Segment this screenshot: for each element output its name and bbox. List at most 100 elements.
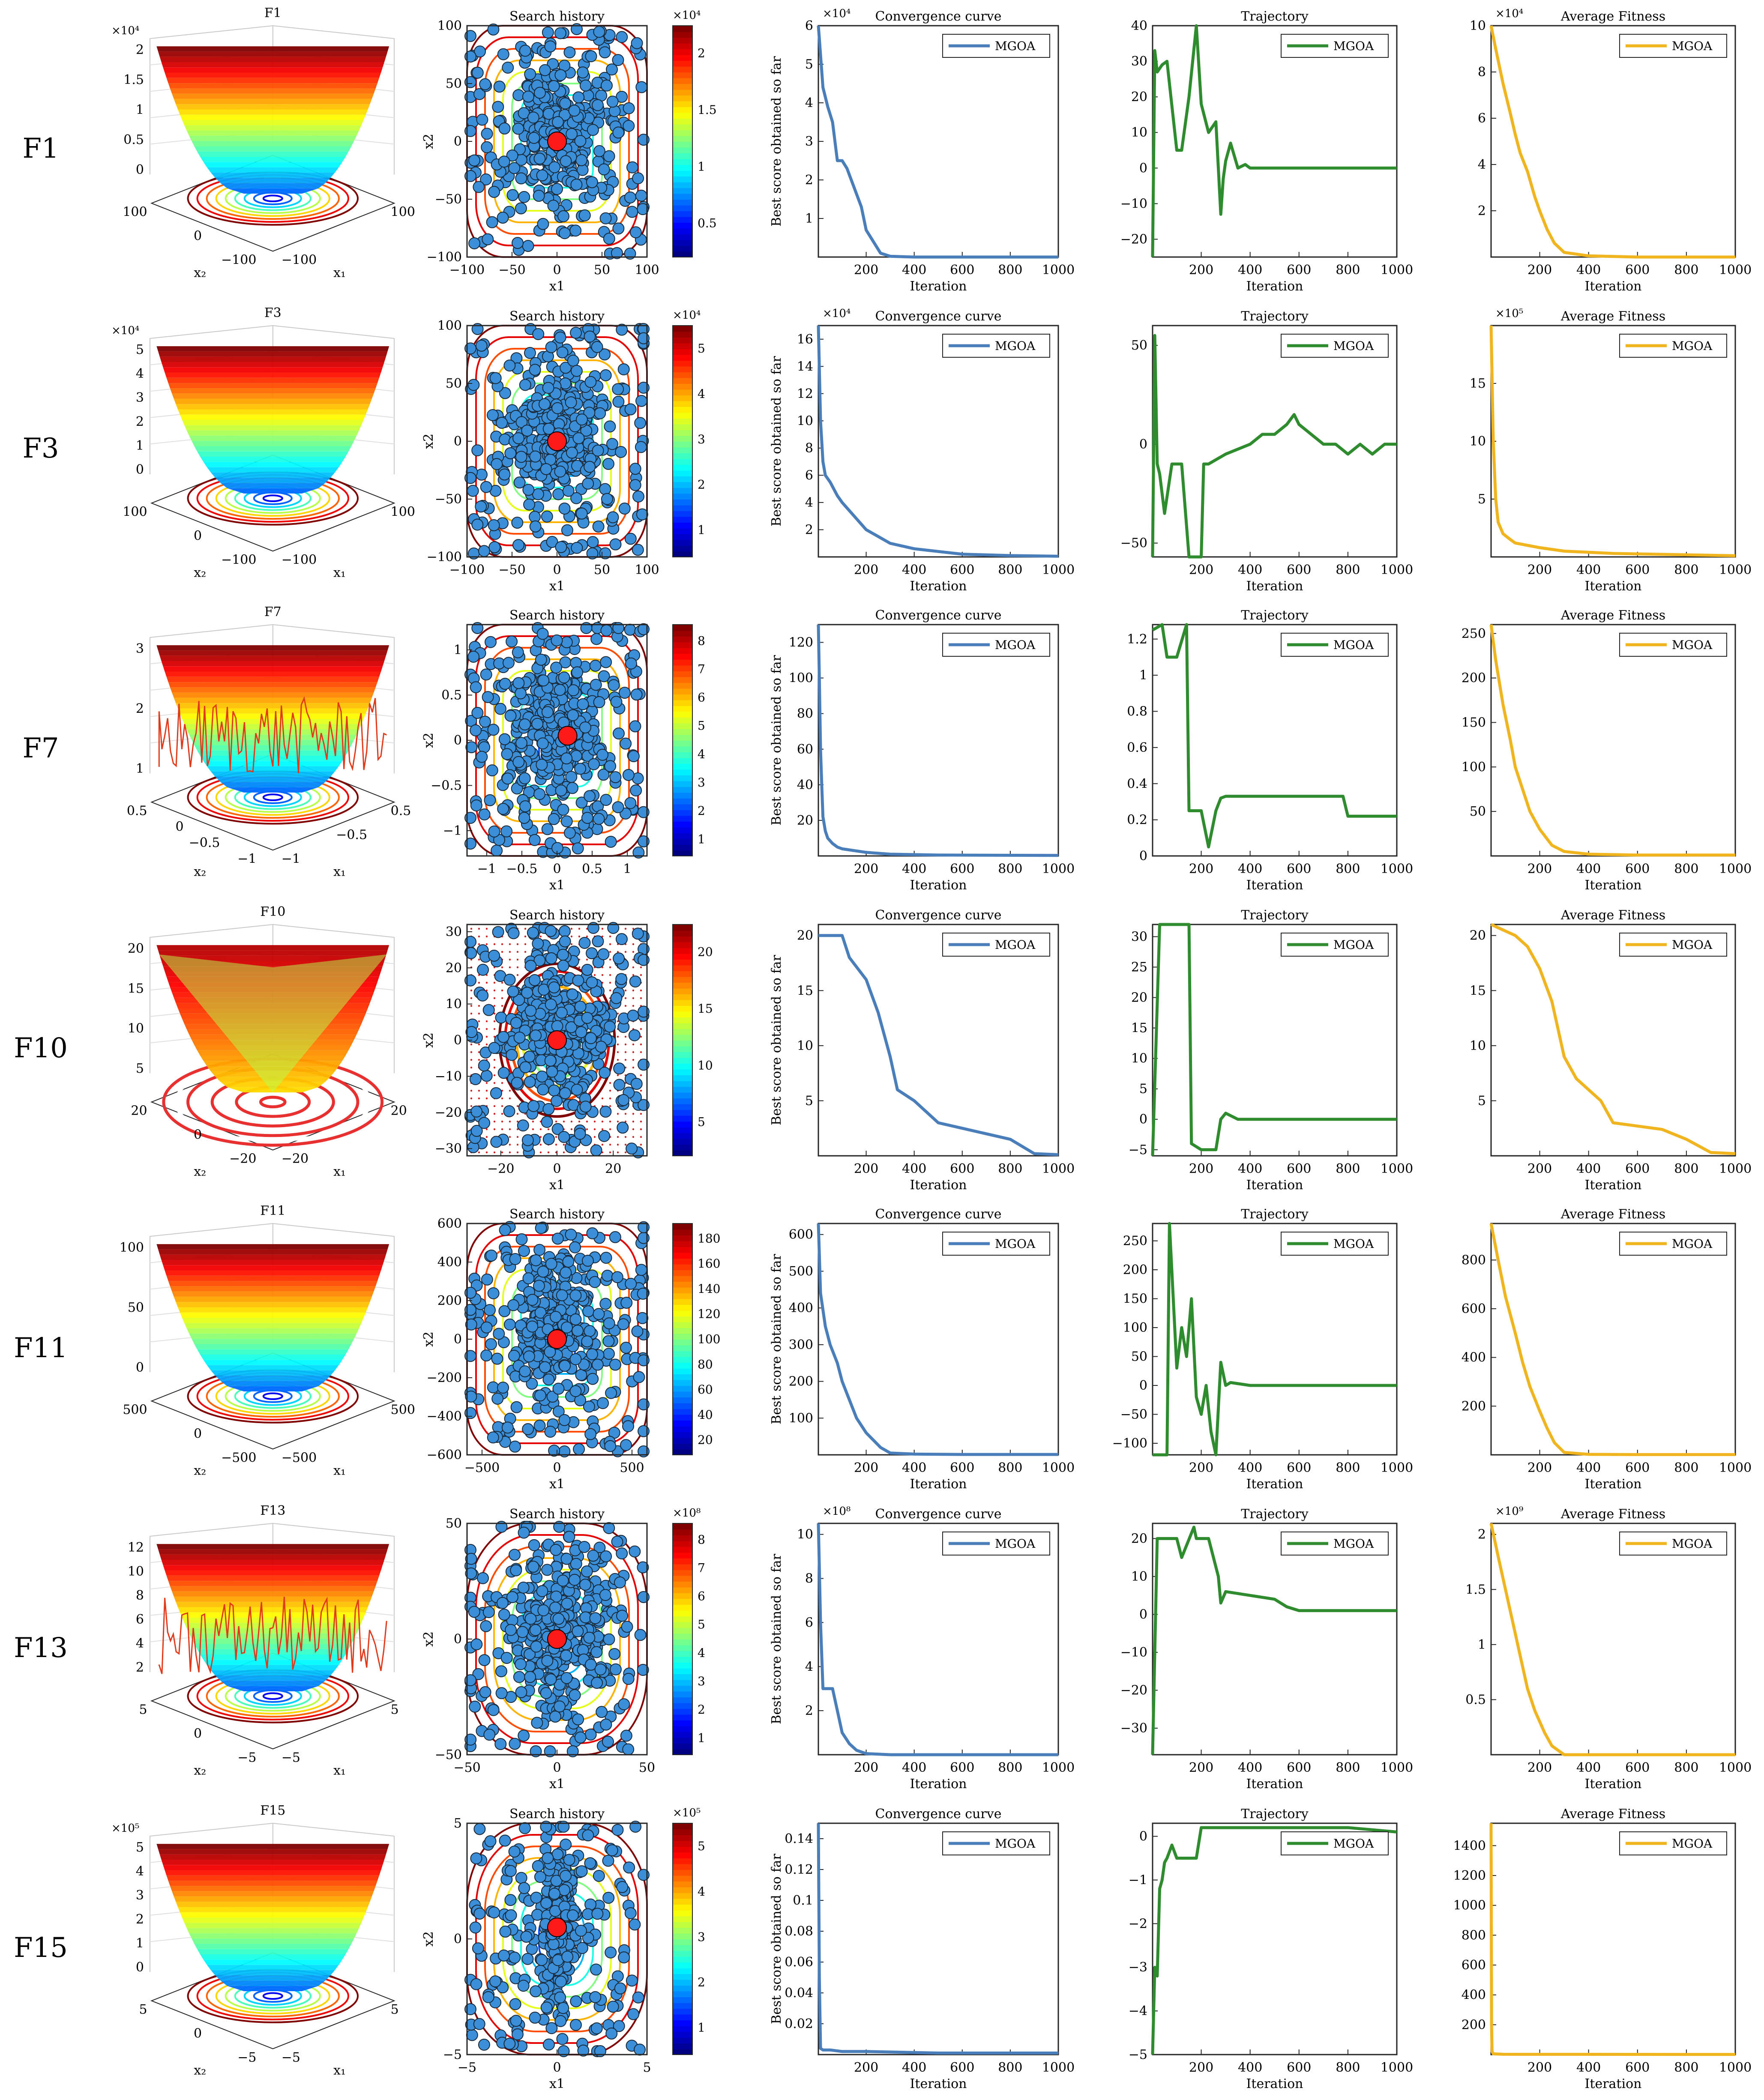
contour-dot bbox=[524, 943, 527, 945]
contour-dot bbox=[516, 951, 519, 953]
search-point bbox=[491, 458, 503, 470]
y-tick-label: −50 bbox=[435, 492, 462, 507]
search-point bbox=[491, 1392, 504, 1405]
search-point bbox=[485, 1249, 497, 1262]
colorbar-label: 40 bbox=[698, 1408, 713, 1422]
search-point bbox=[566, 988, 578, 1001]
convergence-title: Convergence curve bbox=[875, 608, 1002, 623]
search-point bbox=[626, 1974, 638, 1987]
x-tick-label: 400 bbox=[902, 1460, 926, 1475]
x-tick-label: 1 bbox=[623, 862, 632, 876]
search-point bbox=[500, 825, 513, 838]
search-point bbox=[565, 1228, 577, 1241]
search-point bbox=[591, 99, 604, 111]
search-point bbox=[630, 784, 642, 797]
surface-band bbox=[178, 1607, 368, 1612]
search-point bbox=[582, 477, 594, 490]
y-tick-label: 250 bbox=[1123, 1234, 1147, 1249]
search-point bbox=[498, 122, 511, 135]
colorbar-segment bbox=[673, 1743, 692, 1750]
search-point bbox=[513, 1031, 526, 1044]
search-point bbox=[551, 183, 563, 195]
surface-band bbox=[180, 114, 366, 120]
colorbar-segment bbox=[673, 1898, 692, 1905]
x-axis-label: Iteration bbox=[1246, 1178, 1303, 1193]
contour-dot bbox=[563, 1151, 565, 1154]
colorbar-segment bbox=[673, 107, 692, 113]
y-axis-label: Best score obtained so far bbox=[769, 56, 784, 227]
search-point bbox=[527, 1561, 539, 1573]
x-tick-label: 1000 bbox=[1381, 1161, 1413, 1176]
y-tick-label: 20 bbox=[446, 960, 462, 975]
search-point bbox=[484, 794, 496, 806]
search-point bbox=[540, 1897, 553, 1909]
search-point bbox=[528, 1539, 540, 1551]
plot-area bbox=[818, 624, 1059, 857]
contour-dot bbox=[516, 1143, 519, 1146]
y-axis-label: x2 bbox=[421, 434, 436, 449]
contour-dot bbox=[485, 1151, 488, 1154]
search-point bbox=[480, 481, 492, 493]
search-point bbox=[519, 1061, 532, 1074]
x-tick-label: 1000 bbox=[1381, 263, 1413, 278]
y-tick-label: 20 bbox=[1131, 990, 1147, 1005]
contour-dot bbox=[478, 1020, 480, 1023]
search-point bbox=[584, 1325, 596, 1337]
search-point bbox=[470, 681, 482, 694]
surface-title: F3 bbox=[264, 305, 282, 320]
contour-dot bbox=[493, 989, 496, 992]
search-point bbox=[559, 227, 571, 239]
search-point bbox=[513, 476, 526, 489]
colorbar-segment bbox=[673, 1403, 692, 1409]
search-point bbox=[574, 1128, 586, 1140]
colorbar-segment bbox=[673, 757, 692, 764]
colorbar-segment bbox=[673, 1621, 692, 1628]
search-point bbox=[489, 372, 502, 384]
surface-band bbox=[168, 1881, 377, 1886]
search-point bbox=[506, 150, 518, 162]
surface-band bbox=[158, 1549, 388, 1555]
contour-dot bbox=[509, 1089, 511, 1092]
search-point bbox=[562, 1255, 575, 1268]
search-point bbox=[591, 341, 603, 353]
y-tick-label: 6 bbox=[805, 18, 813, 33]
best-point bbox=[557, 726, 578, 746]
surface-band bbox=[194, 1344, 352, 1349]
x-axis-label: Iteration bbox=[910, 1477, 967, 1492]
y-tick-label: 1 bbox=[805, 211, 813, 226]
x-tick-label: 400 bbox=[902, 1161, 926, 1176]
contour-dot bbox=[624, 1059, 627, 1061]
surface-band bbox=[172, 1891, 374, 1897]
colorbar-segment bbox=[673, 1523, 692, 1530]
z-tick-label: 2 bbox=[136, 701, 144, 716]
legend-label: MGOA bbox=[995, 1237, 1036, 1251]
contour-dot bbox=[640, 1043, 642, 1046]
colorbar-segment bbox=[673, 216, 692, 223]
y-axis-label: x2 bbox=[421, 1331, 436, 1347]
y-tick-label: 0 bbox=[194, 228, 202, 243]
contour-dot bbox=[555, 1120, 557, 1123]
surface-band bbox=[220, 1681, 326, 1686]
surface-band bbox=[220, 183, 326, 188]
search-point bbox=[551, 634, 563, 646]
x-tick-label: 200 bbox=[854, 562, 878, 577]
surface-band bbox=[194, 1944, 352, 1949]
contour-dot bbox=[470, 1097, 473, 1100]
search-point bbox=[560, 155, 572, 168]
search-point bbox=[605, 1946, 617, 1959]
search-point bbox=[615, 973, 628, 985]
y-tick-label: 5 bbox=[805, 57, 813, 72]
surface-band bbox=[158, 351, 388, 357]
search-point bbox=[508, 1349, 520, 1362]
search-point bbox=[620, 1342, 632, 1354]
search-point bbox=[530, 1640, 542, 1653]
search-point bbox=[572, 1625, 584, 1637]
search-point bbox=[486, 409, 499, 422]
x-tick-label: 800 bbox=[1674, 562, 1698, 577]
colorbar-segment bbox=[673, 953, 692, 960]
search-point bbox=[586, 1348, 598, 1361]
search-point bbox=[519, 1822, 531, 1834]
surface-band bbox=[178, 109, 368, 115]
